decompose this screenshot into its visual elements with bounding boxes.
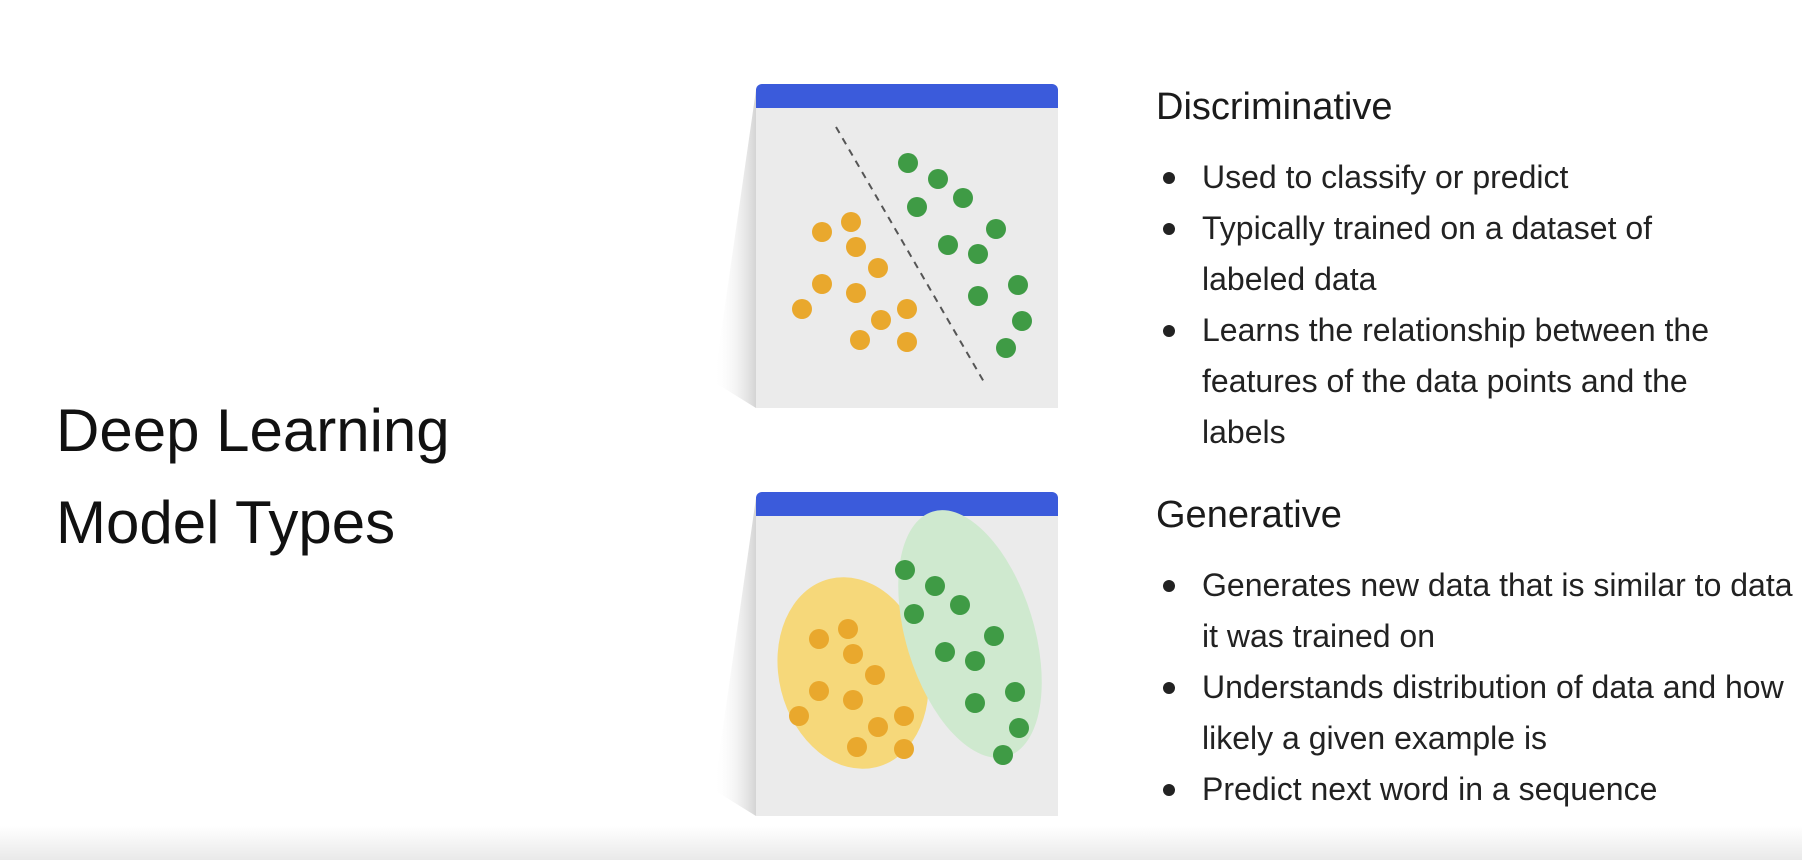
orange-cluster-points	[789, 619, 914, 759]
generative-section: Generative Generates new data that is si…	[1156, 492, 1796, 815]
generative-card	[700, 490, 1062, 820]
bullet-item: Typically trained on a dataset of labele…	[1156, 203, 1762, 305]
slide-title-line-2: Model Types	[56, 489, 396, 556]
bullet-text: Understands distribution of data and how…	[1202, 669, 1784, 756]
card-body	[756, 108, 1058, 408]
orange-point	[846, 237, 866, 257]
generative-bullet-list: Generates new data that is similar to da…	[1156, 560, 1796, 815]
bottom-shade	[0, 826, 1802, 860]
green-point	[935, 642, 955, 662]
green-point	[1005, 682, 1025, 702]
orange-point	[843, 690, 863, 710]
green-point	[968, 286, 988, 306]
bullet-dot-icon	[1163, 682, 1175, 694]
green-point	[938, 235, 958, 255]
green-class-points	[898, 153, 1032, 358]
scatter-with-decision-boundary-icon	[714, 84, 1058, 408]
discriminative-heading: Discriminative	[1156, 86, 1393, 128]
orange-point	[868, 717, 888, 737]
orange-class-points	[792, 212, 917, 352]
green-point	[984, 626, 1004, 646]
bullet-text: Used to classify or predict	[1202, 159, 1569, 195]
green-point	[968, 244, 988, 264]
card-shadow	[714, 498, 756, 816]
discriminative-section: Discriminative Used to classify or predi…	[1156, 84, 1796, 458]
green-point	[904, 604, 924, 624]
orange-point	[841, 212, 861, 232]
orange-point	[894, 739, 914, 759]
bullet-item: Predict next word in a sequence	[1156, 764, 1796, 815]
green-point	[993, 745, 1013, 765]
orange-point	[871, 310, 891, 330]
bullet-text: Generates new data that is similar to da…	[1202, 567, 1793, 654]
orange-distribution-region	[777, 577, 929, 769]
bullet-text: Learns the relationship between the feat…	[1202, 312, 1710, 450]
green-point	[950, 595, 970, 615]
orange-point	[897, 299, 917, 319]
bullet-item: Understands distribution of data and how…	[1156, 662, 1802, 764]
bullet-dot-icon	[1163, 223, 1175, 235]
green-cluster-points	[895, 560, 1029, 765]
decision-boundary-line	[835, 126, 985, 383]
orange-point	[809, 629, 829, 649]
orange-point	[850, 330, 870, 350]
green-point	[1009, 718, 1029, 738]
bullet-item: Used to classify or predict	[1156, 152, 1796, 203]
orange-point	[847, 737, 867, 757]
green-point	[1012, 311, 1032, 331]
bullet-dot-icon	[1163, 784, 1175, 796]
bullet-dot-icon	[1163, 580, 1175, 592]
green-point	[907, 197, 927, 217]
slide-title: Deep Learning Model Types	[56, 385, 450, 569]
bullet-item: Learns the relationship between the feat…	[1156, 305, 1762, 458]
orange-point	[846, 283, 866, 303]
green-point	[996, 338, 1016, 358]
green-point	[986, 219, 1006, 239]
card-shadow	[714, 90, 756, 408]
green-point	[898, 153, 918, 173]
slide-title-line-1: Deep Learning	[56, 397, 450, 464]
bullet-text: Predict next word in a sequence	[1202, 771, 1658, 807]
bullet-item: Generates new data that is similar to da…	[1156, 560, 1802, 662]
orange-point	[789, 706, 809, 726]
orange-point	[812, 274, 832, 294]
generative-heading: Generative	[1156, 494, 1342, 536]
orange-point	[865, 665, 885, 685]
bullet-dot-icon	[1163, 172, 1175, 184]
green-point	[965, 693, 985, 713]
orange-point	[812, 222, 832, 242]
green-point	[895, 560, 915, 580]
orange-point	[897, 332, 917, 352]
green-point	[928, 169, 948, 189]
green-point	[953, 188, 973, 208]
orange-point	[894, 706, 914, 726]
discriminative-bullet-list: Used to classify or predict Typically tr…	[1156, 152, 1796, 458]
bullet-dot-icon	[1163, 325, 1175, 337]
green-point	[965, 651, 985, 671]
green-point	[1008, 275, 1028, 295]
discriminative-card	[700, 82, 1062, 412]
orange-point	[809, 681, 829, 701]
green-point	[925, 576, 945, 596]
orange-point	[843, 644, 863, 664]
orange-point	[868, 258, 888, 278]
bullet-text: Typically trained on a dataset of labele…	[1202, 210, 1653, 297]
orange-point	[838, 619, 858, 639]
scatter-with-cluster-distributions-icon	[714, 492, 1058, 816]
orange-point	[792, 299, 812, 319]
